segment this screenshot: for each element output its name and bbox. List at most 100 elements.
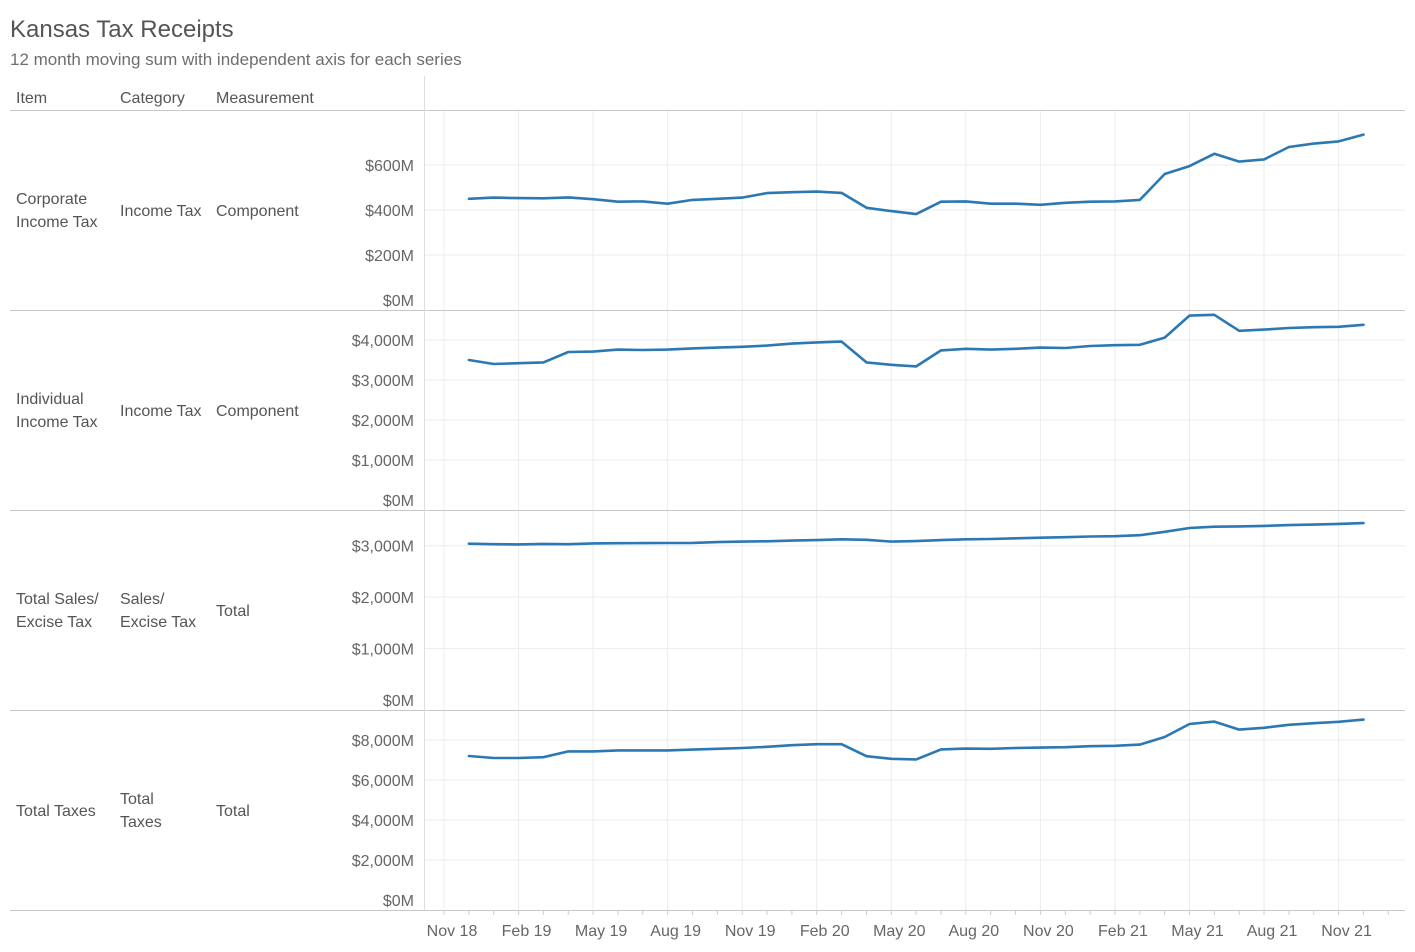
x-tick-label-4: Aug 19 bbox=[650, 923, 701, 940]
row-2-item: Individual Income Tax bbox=[16, 388, 98, 434]
series-line-3 bbox=[467, 521, 1365, 546]
data-point-1-33 bbox=[1263, 158, 1265, 160]
data-point-3-10 bbox=[691, 542, 693, 544]
data-point-2-19 bbox=[915, 365, 917, 367]
data-point-3-28 bbox=[1139, 534, 1141, 536]
data-point-2-4 bbox=[542, 361, 544, 363]
data-point-3-3 bbox=[517, 543, 519, 545]
data-point-1-15 bbox=[816, 190, 818, 192]
data-point-3-1 bbox=[468, 542, 470, 544]
data-point-1-13 bbox=[766, 192, 768, 194]
data-point-3-30 bbox=[1188, 527, 1190, 529]
data-point-3-25 bbox=[1064, 536, 1066, 538]
data-point-1-11 bbox=[716, 198, 718, 200]
data-point-2-35 bbox=[1313, 326, 1315, 328]
x-tick-label-10: Feb 21 bbox=[1098, 923, 1148, 940]
row-2-item-line-1: Individual bbox=[16, 391, 84, 408]
data-point-1-7 bbox=[617, 200, 619, 202]
data-point-4-18 bbox=[890, 758, 892, 760]
data-point-2-37 bbox=[1362, 324, 1364, 326]
data-point-1-16 bbox=[840, 192, 842, 194]
data-point-3-9 bbox=[666, 542, 668, 544]
y-tick-label-3-2: $1,000M bbox=[352, 642, 414, 659]
data-point-3-17 bbox=[865, 539, 867, 541]
data-point-1-37 bbox=[1362, 133, 1364, 135]
header-category: Category bbox=[120, 90, 185, 107]
row-2-measurement-line-1: Component bbox=[216, 403, 299, 420]
data-point-2-5 bbox=[567, 351, 569, 353]
data-point-1-4 bbox=[542, 197, 544, 199]
data-point-3-23 bbox=[1014, 537, 1016, 539]
data-point-3-35 bbox=[1313, 523, 1315, 525]
data-point-2-31 bbox=[1213, 314, 1215, 316]
data-point-4-36 bbox=[1337, 721, 1339, 723]
header-item: Item bbox=[16, 90, 48, 107]
data-point-1-21 bbox=[965, 200, 967, 202]
y-tick-label-3-4: $3,000M bbox=[352, 539, 414, 556]
x-tick-label-6: Feb 20 bbox=[800, 923, 850, 940]
data-point-4-32 bbox=[1238, 728, 1240, 730]
series-line-2 bbox=[467, 313, 1365, 368]
x-tick-label-13: Nov 21 bbox=[1321, 923, 1372, 940]
y-tick-label-2-4: $3,000M bbox=[352, 373, 414, 390]
data-point-3-4 bbox=[542, 543, 544, 545]
row-3-item: Total Sales/ Excise Tax bbox=[16, 588, 99, 634]
data-point-4-8 bbox=[642, 749, 644, 751]
data-point-1-22 bbox=[990, 203, 992, 205]
data-point-1-31 bbox=[1213, 153, 1215, 155]
x-tick-label-8: Aug 20 bbox=[948, 923, 999, 940]
data-point-4-10 bbox=[691, 748, 693, 750]
data-point-4-7 bbox=[617, 749, 619, 751]
data-point-4-4 bbox=[542, 756, 544, 758]
data-point-1-30 bbox=[1188, 165, 1190, 167]
y-tick-label-4-1: $0M bbox=[383, 893, 414, 910]
data-point-2-13 bbox=[766, 344, 768, 346]
series-line-1 bbox=[467, 133, 1365, 216]
data-point-1-34 bbox=[1288, 146, 1290, 148]
data-point-4-30 bbox=[1188, 723, 1190, 725]
header-measurement: Measurement bbox=[216, 90, 314, 107]
row-3-measurement: Total bbox=[216, 600, 250, 623]
data-point-3-14 bbox=[791, 539, 793, 541]
data-point-2-6 bbox=[592, 350, 594, 352]
y-tick-label-1-3: $400M bbox=[365, 203, 414, 220]
data-point-4-27 bbox=[1114, 745, 1116, 747]
row-4-category: Total Taxes bbox=[120, 788, 162, 834]
data-point-1-29 bbox=[1163, 173, 1165, 175]
y-tick-label-4-2: $2,000M bbox=[352, 853, 414, 870]
data-point-3-2 bbox=[493, 543, 495, 545]
row-3-item-line-1: Total Sales/ bbox=[16, 591, 99, 608]
data-point-4-16 bbox=[840, 743, 842, 745]
x-tick-label-2: Feb 19 bbox=[502, 923, 552, 940]
data-point-1-20 bbox=[940, 200, 942, 202]
y-tick-label-1-1: $0M bbox=[383, 293, 414, 310]
x-tick-label-5: Nov 19 bbox=[725, 923, 776, 940]
data-point-3-16 bbox=[840, 538, 842, 540]
data-point-2-22 bbox=[990, 348, 992, 350]
row-1-category: Income Tax bbox=[120, 200, 202, 223]
row-3-category: Sales/ Excise Tax bbox=[120, 588, 196, 634]
y-tick-label-4-3: $4,000M bbox=[352, 813, 414, 830]
data-point-1-2 bbox=[493, 196, 495, 198]
data-point-4-37 bbox=[1362, 718, 1364, 720]
row-1-item: Corporate Income Tax bbox=[16, 188, 98, 234]
data-point-2-23 bbox=[1014, 348, 1016, 350]
row-3-category-line-2: Excise Tax bbox=[120, 614, 197, 631]
data-point-4-9 bbox=[666, 749, 668, 751]
data-point-1-32 bbox=[1238, 160, 1240, 162]
data-point-3-24 bbox=[1039, 537, 1041, 539]
chart-title: Kansas Tax Receipts bbox=[10, 16, 234, 43]
data-point-3-12 bbox=[741, 540, 743, 542]
y-tick-label-2-2: $1,000M bbox=[352, 453, 414, 470]
data-point-4-15 bbox=[816, 743, 818, 745]
y-tick-label-1-4: $600M bbox=[365, 158, 414, 175]
data-point-2-14 bbox=[791, 342, 793, 344]
row-1-measurement: Component bbox=[216, 200, 299, 223]
data-point-1-36 bbox=[1337, 140, 1339, 142]
row-3-category-line-1: Sales/ bbox=[120, 591, 165, 608]
data-point-4-23 bbox=[1014, 747, 1016, 749]
data-point-3-11 bbox=[716, 541, 718, 543]
data-point-2-16 bbox=[840, 340, 842, 342]
data-point-2-15 bbox=[816, 341, 818, 343]
